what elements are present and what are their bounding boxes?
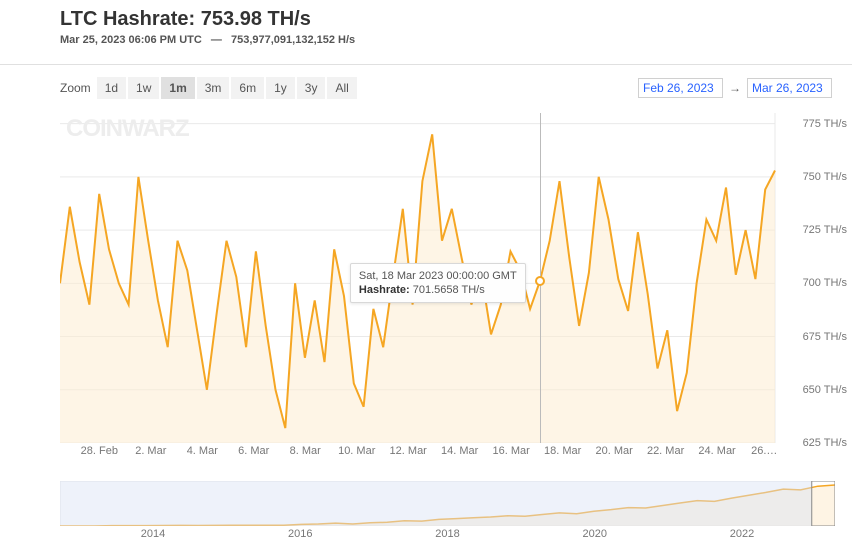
- brush-tick-label: 2022: [730, 528, 754, 540]
- x-tick-label: 24. Mar: [698, 445, 735, 457]
- date-range: →: [638, 78, 832, 98]
- title-prefix: LTC Hashrate:: [60, 8, 195, 30]
- x-axis-labels: 28. Feb 2. Mar 4. Mar 6. Mar 8. Mar 10. Mar 12…: [60, 445, 835, 465]
- x-tick-label: 26.…: [751, 445, 777, 457]
- brush-labels: 2014 2016 2018 2020 2022: [60, 528, 835, 544]
- y-tick-label: 675 TH/s: [803, 331, 847, 343]
- subtitle: Mar 25, 2023 06:06 PM UTC — 753,977,091,…: [60, 34, 832, 46]
- x-tick-label: 18. Mar: [544, 445, 581, 457]
- y-tick-label: 700 TH/s: [803, 277, 847, 289]
- x-tick-label: 12. Mar: [390, 445, 427, 457]
- zoom-button-group: 1d1w1m3m6m1y3yAll: [97, 77, 357, 99]
- zoom-6m-button[interactable]: 6m: [231, 77, 264, 99]
- y-tick-label: 775 TH/s: [803, 118, 847, 130]
- date-from-input[interactable]: [638, 78, 723, 98]
- x-tick-label: 10. Mar: [338, 445, 375, 457]
- x-tick-label: 20. Mar: [595, 445, 632, 457]
- x-tick-label: 6. Mar: [238, 445, 269, 457]
- brush-tick-label: 2014: [141, 528, 165, 540]
- zoom-label: Zoom: [60, 81, 91, 95]
- timestamp: Mar 25, 2023 06:06 PM UTC: [60, 34, 202, 46]
- y-tick-label: 650 TH/s: [803, 384, 847, 396]
- brush-tick-label: 2016: [288, 528, 312, 540]
- y-tick-label: 750 TH/s: [803, 171, 847, 183]
- zoom-All-button[interactable]: All: [327, 77, 356, 99]
- page-title: LTC Hashrate: 753.98 TH/s: [60, 8, 832, 31]
- y-tick-label: 725 TH/s: [803, 224, 847, 236]
- brush-chart[interactable]: [60, 481, 835, 526]
- zoom-1m-button[interactable]: 1m: [161, 77, 194, 99]
- x-tick-label: 14. Mar: [441, 445, 478, 457]
- zoom-1d-button[interactable]: 1d: [97, 77, 126, 99]
- raw-value: 753,977,091,132,152 H/s: [231, 34, 355, 46]
- x-tick-label: 8. Mar: [290, 445, 321, 457]
- x-tick-label: 16. Mar: [493, 445, 530, 457]
- main-chart[interactable]: [60, 113, 835, 443]
- x-tick-label: 22. Mar: [647, 445, 684, 457]
- date-range-dash: →: [729, 81, 741, 95]
- title-value: 753.98 TH/s: [201, 8, 311, 30]
- zoom-1w-button[interactable]: 1w: [128, 77, 159, 99]
- brush-tick-label: 2020: [583, 528, 607, 540]
- separator: —: [211, 34, 222, 46]
- x-tick-label: 28. Feb: [81, 445, 118, 457]
- brush-tick-label: 2018: [435, 528, 459, 540]
- date-to-input[interactable]: [747, 78, 832, 98]
- zoom-3y-button[interactable]: 3y: [297, 77, 326, 99]
- x-tick-label: 4. Mar: [187, 445, 218, 457]
- tooltip-marker: [535, 276, 545, 286]
- zoom-1y-button[interactable]: 1y: [266, 77, 295, 99]
- x-tick-label: 2. Mar: [135, 445, 166, 457]
- zoom-3m-button[interactable]: 3m: [197, 77, 230, 99]
